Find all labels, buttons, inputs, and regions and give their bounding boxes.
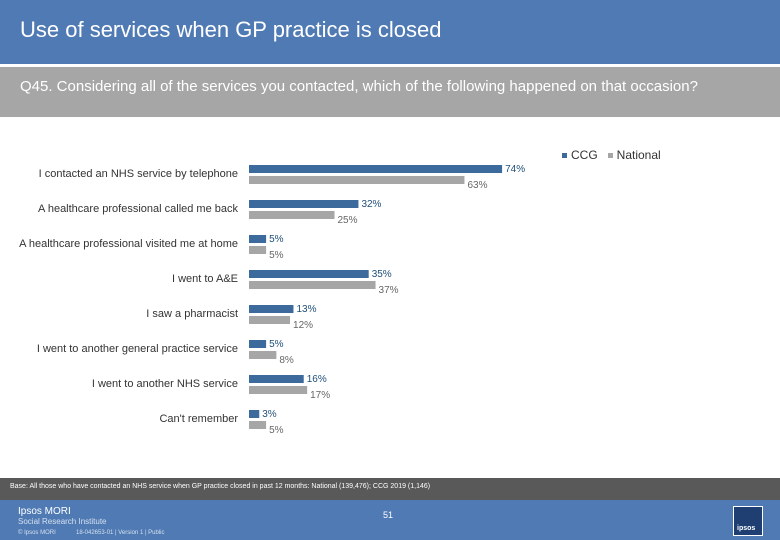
- bar-national: [249, 351, 277, 359]
- category-label: A healthcare professional called me back: [38, 203, 238, 215]
- data-label-national: 63%: [467, 180, 487, 191]
- data-label-national: 8%: [279, 355, 294, 366]
- data-label-national: 25%: [338, 215, 358, 226]
- bar-ccg: [249, 165, 503, 173]
- bar-ccg: [249, 375, 304, 383]
- category-label: A healthcare professional visited me at …: [19, 238, 238, 250]
- data-label-ccg: 35%: [372, 269, 392, 280]
- bar-national: [249, 246, 267, 254]
- data-label-ccg: 5%: [269, 339, 284, 350]
- ipsos-brand-text: ipsos: [737, 525, 756, 532]
- legend-swatch-national: [607, 152, 613, 158]
- data-label-ccg: 3%: [262, 409, 277, 420]
- copyright: © Ipsos MORI: [18, 530, 56, 536]
- category-label: Can't remember: [159, 413, 238, 425]
- data-label-ccg: 5%: [269, 234, 284, 245]
- bar-national: [249, 421, 267, 429]
- bar-ccg: [249, 200, 359, 208]
- ipsos-mori-logo: Ipsos MORI: [18, 506, 71, 517]
- legend-swatch-ccg: [562, 152, 567, 158]
- bar-national: [249, 281, 376, 289]
- logo-subtitle: Social Research Institute: [18, 517, 107, 526]
- footer: Ipsos MORI Social Research Institute © I…: [0, 500, 780, 540]
- job-number: 18-042653-01 | Version 1 | Public: [76, 530, 165, 536]
- legend-item-national: National: [607, 148, 661, 162]
- bar-ccg: [249, 410, 260, 418]
- category-label: I saw a pharmacist: [146, 308, 238, 320]
- legend-label-ccg: CCG: [571, 148, 598, 162]
- page-title: Use of services when GP practice is clos…: [20, 17, 442, 42]
- ipsos-brand-icon: ipsos: [733, 506, 763, 536]
- category-label: I contacted an NHS service by telephone: [39, 168, 238, 180]
- bar-ccg: [249, 305, 294, 313]
- question-bar: Q45. Considering all of the services you…: [0, 67, 780, 117]
- category-label: I went to another NHS service: [92, 378, 238, 390]
- chart-legend: CCG National: [562, 148, 661, 162]
- bar-ccg: [249, 340, 267, 348]
- base-bar: Base: All those who have contacted an NH…: [0, 478, 780, 500]
- category-label: I went to A&E: [172, 273, 238, 285]
- bar-national: [249, 386, 308, 394]
- data-label-national: 37%: [379, 285, 399, 296]
- bar-ccg: [249, 270, 369, 278]
- data-label-national: 17%: [310, 390, 330, 401]
- data-label-ccg: 74%: [505, 164, 525, 175]
- data-label-national: 12%: [293, 320, 313, 331]
- title-bar: Use of services when GP practice is clos…: [0, 0, 780, 64]
- bar-chart: I contacted an NHS service by telephone 7…: [19, 164, 525, 436]
- data-label-ccg: 32%: [361, 199, 381, 210]
- data-label-ccg: 13%: [296, 304, 316, 315]
- category-label: I went to another general practice servi…: [37, 343, 238, 355]
- data-label-ccg: 16%: [307, 374, 327, 385]
- base-note: Base: All those who have contacted an NH…: [10, 483, 431, 490]
- bar-national: [249, 211, 335, 219]
- bar-ccg: [249, 235, 267, 243]
- bar-national: [249, 316, 291, 324]
- data-label-national: 5%: [269, 425, 284, 436]
- data-label-national: 5%: [269, 250, 284, 261]
- page-number: 51: [383, 510, 394, 520]
- legend-label-national: National: [616, 148, 661, 162]
- question-text: Q45. Considering all of the services you…: [20, 78, 698, 95]
- legend-item-ccg: CCG: [562, 148, 598, 162]
- bar-national: [249, 176, 465, 184]
